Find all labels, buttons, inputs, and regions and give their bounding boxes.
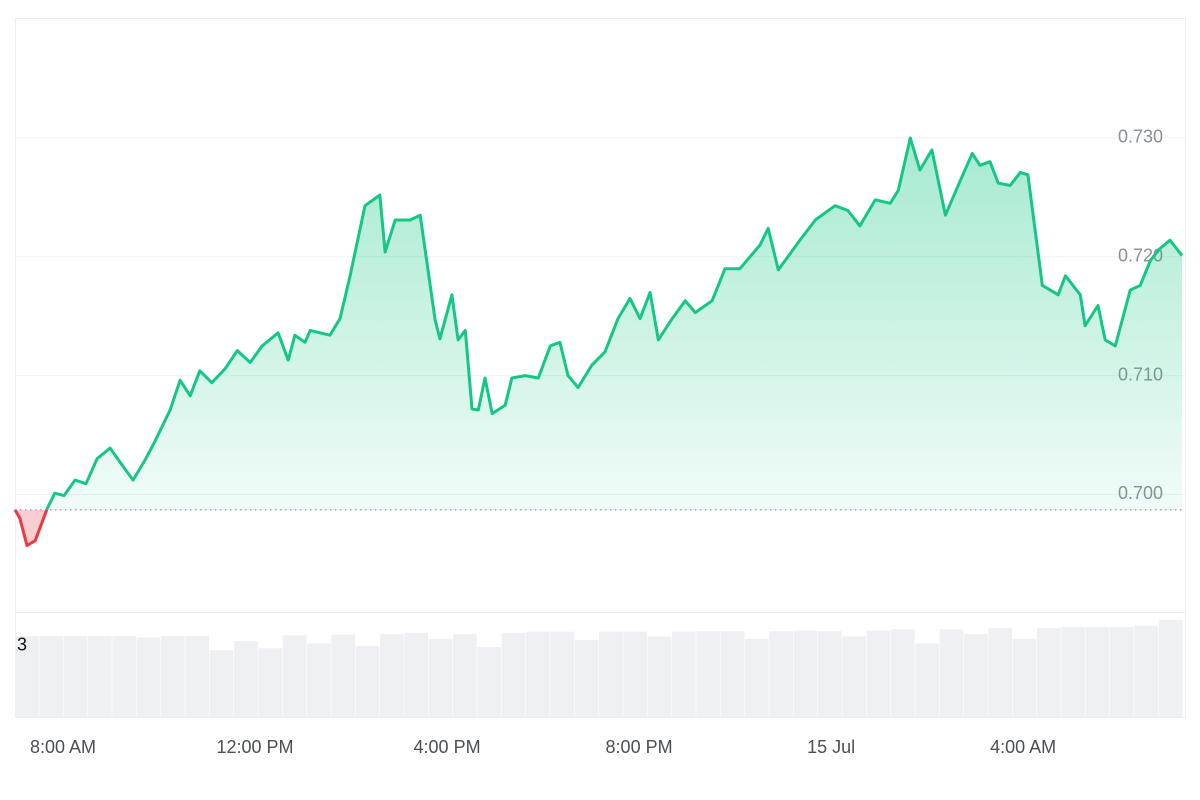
volume-bar [988,628,1013,717]
volume-bar [915,643,940,717]
volume-bar [1012,638,1037,717]
volume-bar [623,631,648,717]
volume-bar [720,631,745,717]
volume-bar [793,630,818,717]
volume-bar [1085,626,1110,717]
x-tick-label: 4:00 AM [990,737,1056,757]
volume-bar [428,638,453,717]
volume-bar [745,638,769,717]
volume-bar [1037,628,1061,717]
volume-bar [234,641,258,717]
volume-bar [842,636,867,717]
volume-bar [15,635,39,717]
volume-bar [112,635,137,717]
volume-bar [939,629,964,717]
volume-bar [599,631,623,717]
volume-bar [136,637,161,717]
price-line [14,136,1184,510]
volume-tick-label: 3 [17,635,27,655]
x-tick-label: 8:00 PM [606,737,673,757]
volume-bar [672,631,696,717]
volume-bar [866,630,891,717]
volume-bar [696,631,721,717]
volume-bar [526,631,550,717]
plot-frame [15,18,1186,718]
area-below [15,509,47,546]
volume-bar [1158,619,1183,717]
volume-bar [331,634,356,717]
volume-bar [307,643,331,717]
volume-bar [477,647,502,717]
volume-bar [161,635,185,717]
volume-bar [574,639,599,717]
volume-bar [891,629,915,717]
volume-bar [647,636,672,717]
volume-bar [63,635,88,717]
volume-bar [209,649,234,717]
x-tick-label: 12:00 PM [217,737,294,757]
volume-bar [355,645,380,717]
y-tick-label: 0.730 [1118,127,1163,147]
x-tick-label: 8:00 AM [30,737,96,757]
volume-bar [769,631,794,717]
volume-bar [258,648,283,717]
x-tick-label: 15 Jul [807,737,855,757]
volume-bar [964,634,988,717]
volume-bar [282,635,307,717]
volume-bar [88,635,112,717]
volume-bar [501,632,526,717]
area-above [15,138,1182,510]
volume-bar [404,632,429,717]
volume-bar [550,631,575,717]
volume-bar [380,634,404,717]
volume-bar [1134,625,1159,717]
volume-bar [1061,626,1086,717]
volume-bar [185,635,210,717]
volume-bar [818,631,842,717]
x-tick-label: 4:00 PM [414,737,481,757]
volume-bar [1110,626,1134,717]
volume-bar [453,634,477,717]
volume-bar [39,635,64,717]
